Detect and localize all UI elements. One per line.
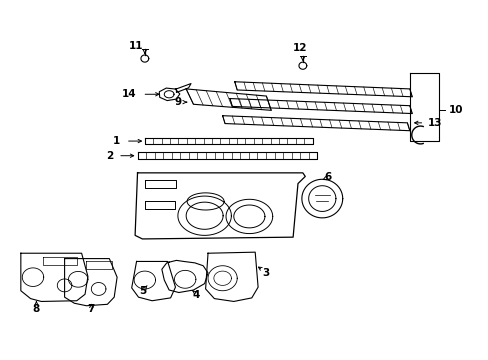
- Text: 5: 5: [139, 286, 146, 296]
- Text: 6: 6: [324, 172, 331, 182]
- Text: 10: 10: [448, 105, 462, 115]
- Text: 1: 1: [113, 136, 120, 146]
- Text: 7: 7: [87, 304, 95, 314]
- Text: 3: 3: [262, 268, 269, 278]
- Text: 2: 2: [106, 151, 113, 161]
- Text: 13: 13: [427, 118, 442, 128]
- Text: 11: 11: [129, 41, 143, 51]
- Text: 12: 12: [293, 43, 307, 53]
- Text: 9: 9: [174, 97, 181, 107]
- Text: 14: 14: [122, 89, 136, 99]
- Text: 4: 4: [192, 290, 199, 300]
- Text: 8: 8: [33, 304, 40, 314]
